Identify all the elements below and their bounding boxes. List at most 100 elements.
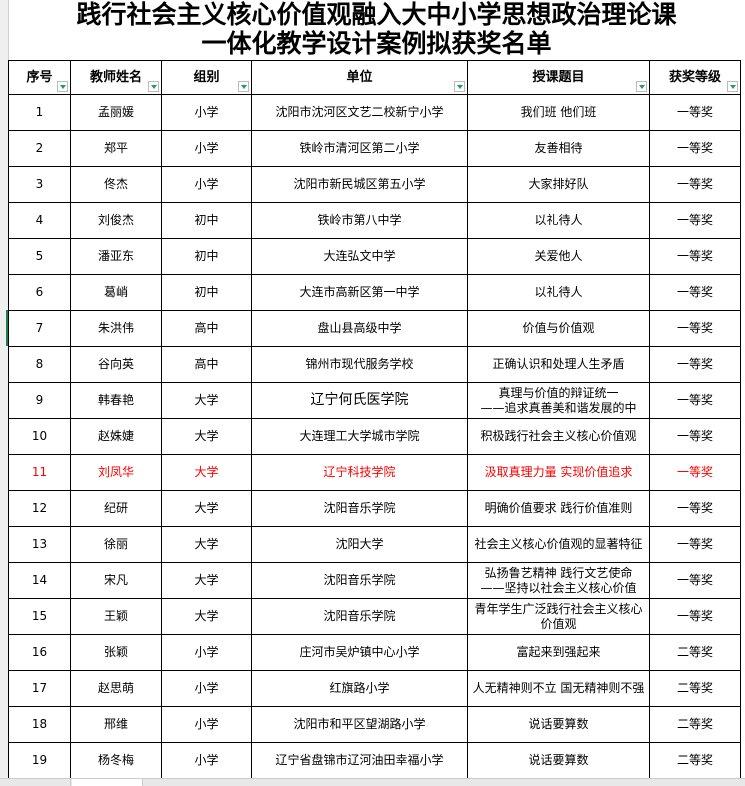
cell-group[interactable]: 小学	[161, 634, 252, 671]
cell-award[interactable]: 一等奖	[649, 490, 741, 527]
cell-topic[interactable]: 明确价值要求 践行价值准则	[467, 490, 650, 527]
cell-award[interactable]: 一等奖	[649, 454, 741, 491]
cell-award[interactable]: 一等奖	[649, 94, 741, 131]
cell-award[interactable]: 一等奖	[649, 382, 741, 419]
cell-group[interactable]: 大学	[161, 598, 252, 635]
cell-name[interactable]: 杨冬梅	[70, 742, 162, 779]
cell-unit[interactable]: 沈阳市沈河区文艺二校新宁小学	[251, 94, 468, 131]
cell-name[interactable]: 王颖	[70, 598, 162, 635]
cell-no[interactable]: 12	[8, 490, 71, 527]
cell-award[interactable]: 一等奖	[649, 238, 741, 275]
cell-unit[interactable]: 大连弘文中学	[251, 238, 468, 275]
cell-topic[interactable]: 正确认识和处理人生矛盾	[467, 346, 650, 383]
cell-name[interactable]: 韩春艳	[70, 382, 162, 419]
filter-dropdown-icon[interactable]	[238, 81, 249, 92]
cell-topic[interactable]: 弘扬鲁艺精神 践行文艺使命 ——坚持以社会主义核心价值	[467, 562, 650, 599]
cell-topic[interactable]: 价值与价值观	[467, 310, 650, 347]
cell-no[interactable]: 6	[8, 274, 71, 311]
cell-award[interactable]: 一等奖	[649, 274, 741, 311]
cell-unit[interactable]: 庄河市吴炉镇中心小学	[251, 634, 468, 671]
cell-unit[interactable]: 红旗路小学	[251, 670, 468, 707]
col-header-group[interactable]: 组别	[161, 60, 252, 95]
cell-unit[interactable]: 辽宁科技学院	[251, 454, 468, 491]
cell-topic[interactable]: 关爱他人	[467, 238, 650, 275]
col-header-name[interactable]: 教师姓名	[70, 60, 162, 95]
cell-name[interactable]: 郑平	[70, 130, 162, 167]
sheet-tab[interactable]	[0, 779, 71, 786]
cell-award[interactable]: 一等奖	[649, 130, 741, 167]
cell-group[interactable]: 初中	[161, 274, 252, 311]
cell-award[interactable]: 一等奖	[649, 202, 741, 239]
cell-no[interactable]: 9	[8, 382, 71, 419]
col-header-award[interactable]: 获奖等级	[649, 60, 741, 95]
cell-award[interactable]: 一等奖	[649, 346, 741, 383]
cell-no[interactable]: 18	[8, 706, 71, 743]
cell-group[interactable]: 大学	[161, 454, 252, 491]
cell-name[interactable]: 刘凤华	[70, 454, 162, 491]
cell-unit[interactable]: 沈阳音乐学院	[251, 598, 468, 635]
cell-award[interactable]: 一等奖	[649, 166, 741, 203]
cell-award[interactable]: 一等奖	[649, 562, 741, 599]
cell-group[interactable]: 小学	[161, 706, 252, 743]
cell-topic[interactable]: 说话要算数	[467, 706, 650, 743]
col-header-no[interactable]: 序号	[8, 60, 71, 95]
cell-name[interactable]: 徐丽	[70, 526, 162, 563]
cell-unit[interactable]: 大连市高新区第一中学	[251, 274, 468, 311]
cell-topic[interactable]: 人无精神则不立 国无精神则不强	[467, 670, 650, 707]
cell-no[interactable]: 15	[8, 598, 71, 635]
cell-topic[interactable]: 真理与价值的辩证统一 ——追求真善美和谐发展的中	[467, 382, 650, 419]
cell-topic[interactable]: 大家排好队	[467, 166, 650, 203]
cell-unit[interactable]: 铁岭市清河区第二小学	[251, 130, 468, 167]
cell-topic[interactable]: 以礼待人	[467, 202, 650, 239]
sheet-tab-active[interactable]	[72, 779, 143, 786]
cell-unit[interactable]: 沈阳市新民城区第五小学	[251, 166, 468, 203]
cell-topic[interactable]: 我们班 他们班	[467, 94, 650, 131]
cell-unit[interactable]: 铁岭市第八中学	[251, 202, 468, 239]
filter-dropdown-icon[interactable]	[636, 81, 647, 92]
cell-name[interactable]: 刘俊杰	[70, 202, 162, 239]
cell-group[interactable]: 大学	[161, 562, 252, 599]
cell-group[interactable]: 大学	[161, 382, 252, 419]
cell-topic[interactable]: 汲取真理力量 实现价值追求	[467, 454, 650, 491]
cell-group[interactable]: 高中	[161, 346, 252, 383]
cell-no[interactable]: 7	[8, 310, 71, 347]
cell-group[interactable]: 初中	[161, 238, 252, 275]
cell-name[interactable]: 谷向英	[70, 346, 162, 383]
cell-unit[interactable]: 辽宁省盘锦市辽河油田幸福小学	[251, 742, 468, 779]
cell-group[interactable]: 大学	[161, 418, 252, 455]
cell-name[interactable]: 佟杰	[70, 166, 162, 203]
cell-topic[interactable]: 青年学生广泛践行社会主义核心价值观	[467, 598, 650, 635]
cell-no[interactable]: 5	[8, 238, 71, 275]
cell-topic[interactable]: 富起来到强起来	[467, 634, 650, 671]
cell-name[interactable]: 纪研	[70, 490, 162, 527]
col-header-topic[interactable]: 授课题目	[467, 60, 650, 95]
cell-name[interactable]: 宋凡	[70, 562, 162, 599]
cell-no[interactable]: 4	[8, 202, 71, 239]
cell-award[interactable]: 二等奖	[649, 742, 741, 779]
cell-name[interactable]: 孟丽媛	[70, 94, 162, 131]
cell-unit[interactable]: 锦州市现代服务学校	[251, 346, 468, 383]
cell-name[interactable]: 潘亚东	[70, 238, 162, 275]
cell-no[interactable]: 19	[8, 742, 71, 779]
cell-award[interactable]: 二等奖	[649, 706, 741, 743]
filter-dropdown-icon[interactable]	[148, 81, 159, 92]
cell-no[interactable]: 8	[8, 346, 71, 383]
cell-no[interactable]: 2	[8, 130, 71, 167]
cell-group[interactable]: 高中	[161, 310, 252, 347]
cell-group[interactable]: 小学	[161, 130, 252, 167]
cell-no[interactable]: 1	[8, 94, 71, 131]
cell-unit[interactable]: 沈阳音乐学院	[251, 562, 468, 599]
cell-no[interactable]: 17	[8, 670, 71, 707]
filter-dropdown-icon[interactable]	[57, 81, 68, 92]
cell-award[interactable]: 二等奖	[649, 634, 741, 671]
cell-award[interactable]: 一等奖	[649, 418, 741, 455]
filter-dropdown-icon[interactable]	[454, 81, 465, 92]
cell-no[interactable]: 13	[8, 526, 71, 563]
cell-group[interactable]: 初中	[161, 202, 252, 239]
cell-topic[interactable]: 说话要算数	[467, 742, 650, 779]
cell-group[interactable]: 大学	[161, 490, 252, 527]
cell-unit[interactable]: 大连理工大学城市学院	[251, 418, 468, 455]
cell-no[interactable]: 11	[8, 454, 71, 491]
cell-no[interactable]: 16	[8, 634, 71, 671]
filter-dropdown-icon[interactable]	[727, 81, 738, 92]
